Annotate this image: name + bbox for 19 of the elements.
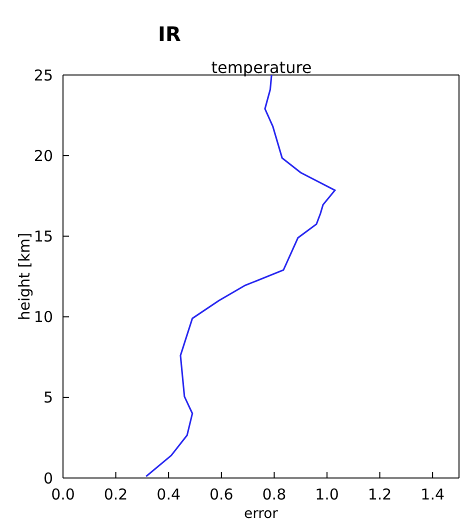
x-tick-label: 0.0 xyxy=(51,486,75,504)
y-tick-label: 0 xyxy=(43,469,53,488)
x-tick-label: 1.4 xyxy=(420,486,445,504)
y-tick-label: 5 xyxy=(43,388,53,407)
x-tick-label: 0.4 xyxy=(156,486,181,504)
chart-subtitle: temperature xyxy=(210,58,313,77)
x-tick-label: 0.8 xyxy=(262,486,286,504)
y-tick-label: 20 xyxy=(34,146,53,165)
y-tick-label: 25 xyxy=(34,66,53,84)
line-series xyxy=(145,75,336,478)
x-tick-label: 1.0 xyxy=(315,486,339,504)
y-tick-label: 10 xyxy=(34,308,53,326)
chart-title: IR xyxy=(158,22,181,46)
x-tick-label: 0.6 xyxy=(209,486,234,504)
x-tick-label: 0.2 xyxy=(104,486,128,504)
x-axis-title: error xyxy=(244,506,278,521)
y-tick-label: 15 xyxy=(34,228,53,246)
y-axis-title: height [km] xyxy=(15,232,34,320)
x-tick-label: 1.2 xyxy=(368,486,392,504)
